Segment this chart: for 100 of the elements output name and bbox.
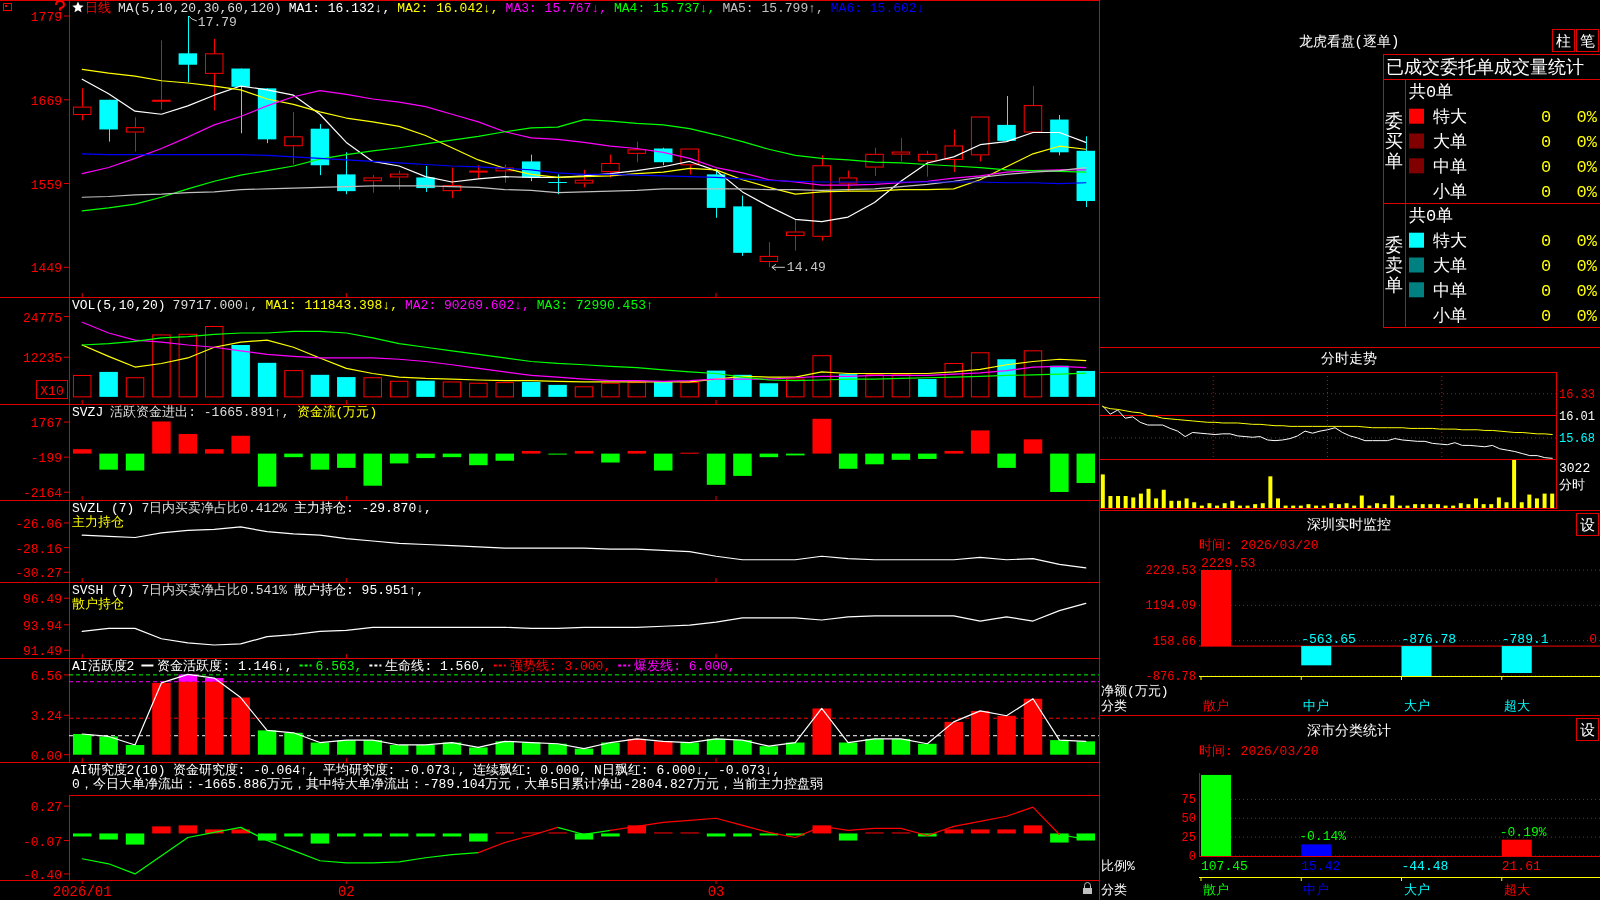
bar bbox=[1076, 741, 1096, 755]
bar bbox=[1161, 489, 1166, 508]
bar bbox=[653, 741, 673, 755]
candlestick bbox=[178, 15, 198, 83]
bar bbox=[1260, 503, 1265, 508]
text: 分时 bbox=[1559, 478, 1585, 493]
y-axis-title: 散户持仓 bbox=[72, 597, 124, 612]
bar bbox=[284, 370, 303, 398]
bar bbox=[416, 380, 435, 397]
text: MA2: 16.042↓, bbox=[397, 1, 499, 16]
legend-label: 委卖单 bbox=[1385, 235, 1403, 296]
data-label: 0% bbox=[1576, 133, 1598, 152]
chart-title: SVSH (7) bbox=[72, 583, 135, 598]
data-label: 0% bbox=[1576, 182, 1598, 202]
bar bbox=[310, 374, 330, 397]
candlestick bbox=[812, 154, 831, 242]
y-tick-label: 16.01 bbox=[1559, 409, 1596, 424]
bar bbox=[1184, 498, 1189, 508]
bar bbox=[495, 453, 515, 461]
category-label: 特大 bbox=[1433, 232, 1467, 252]
bar bbox=[469, 382, 488, 398]
text: 0 bbox=[1540, 257, 1552, 276]
x-tick-label: 02 bbox=[337, 884, 355, 900]
chart-title: 分时走势 bbox=[1321, 351, 1377, 367]
line-series bbox=[81, 339, 1087, 383]
line-series bbox=[1102, 406, 1553, 436]
bar bbox=[125, 833, 145, 845]
bar bbox=[1301, 844, 1332, 856]
x-tick-label: 超大 bbox=[1503, 883, 1530, 898]
candlestick bbox=[548, 173, 567, 195]
bar bbox=[865, 738, 884, 755]
bar bbox=[1169, 500, 1174, 508]
bar bbox=[125, 453, 145, 471]
unit-box: X10 bbox=[36, 380, 68, 399]
bar bbox=[1275, 498, 1280, 508]
y-tick-label: -30.27 bbox=[15, 566, 62, 582]
bar bbox=[178, 433, 198, 454]
bar bbox=[389, 380, 409, 398]
bar bbox=[1230, 500, 1235, 508]
text: MA3: 15.767↓, bbox=[505, 1, 608, 16]
data-label: 0% bbox=[1576, 257, 1598, 276]
bar bbox=[1481, 504, 1486, 508]
data-label: 0% bbox=[1576, 306, 1598, 326]
bar bbox=[1542, 493, 1547, 508]
text: -0.073↓, bbox=[718, 763, 781, 778]
bar bbox=[416, 833, 435, 837]
bar bbox=[1512, 460, 1517, 508]
legend-label: 爆发线: 6.000, bbox=[634, 659, 736, 674]
y-axis-title: 主力持仓 bbox=[72, 514, 124, 530]
bar bbox=[257, 453, 277, 487]
y-tick-label: 75 bbox=[1181, 793, 1196, 808]
y-tick-label: -876.78 bbox=[1145, 670, 1196, 684]
bar bbox=[495, 741, 515, 755]
bar bbox=[205, 326, 224, 398]
bar bbox=[1131, 497, 1136, 508]
ref-line-label: 6.563, bbox=[315, 659, 363, 674]
bar bbox=[997, 359, 1016, 397]
button: 设 bbox=[1576, 513, 1599, 536]
category-label: 特大 bbox=[1433, 108, 1467, 128]
bar bbox=[1550, 493, 1555, 508]
bar bbox=[337, 453, 356, 468]
text: 0，今日大单净流出：-1665.886万元，其中特大单净流出：-789.104万元，大单5日累计净出-2804.827万元，当前主力控盘弱 bbox=[72, 776, 824, 792]
text: 共0单 bbox=[1409, 207, 1454, 227]
bar bbox=[548, 743, 567, 755]
text: 0 bbox=[1540, 232, 1552, 252]
y-tick-label: 93.94 bbox=[22, 618, 63, 634]
bar bbox=[759, 746, 779, 755]
bar bbox=[1207, 503, 1212, 508]
chart-subtitle: 时间: 2026/03/20 bbox=[1199, 744, 1319, 759]
bar bbox=[944, 829, 963, 834]
candlestick bbox=[205, 38, 224, 111]
y-tick-label: 1194.09 bbox=[1145, 599, 1196, 614]
chart-title: VOL(5,10,20) bbox=[72, 298, 166, 313]
bar bbox=[310, 453, 330, 470]
bar bbox=[99, 453, 118, 470]
y-tick-label: 0.27 bbox=[30, 800, 62, 816]
bar bbox=[389, 744, 409, 755]
y-tick-label: 96.49 bbox=[22, 592, 62, 608]
bar bbox=[1306, 504, 1311, 508]
bar bbox=[733, 740, 752, 755]
line-series bbox=[1102, 405, 1553, 459]
chart-title: AI活跃度2 bbox=[72, 658, 135, 674]
x-tick-label: 散户 bbox=[1203, 699, 1229, 714]
bar bbox=[389, 833, 409, 837]
y-tick-label: 6.56 bbox=[30, 668, 62, 684]
data-label: 0% bbox=[1576, 157, 1598, 177]
x-tick-label: 散户 bbox=[1203, 883, 1229, 898]
bar bbox=[627, 450, 647, 454]
bar bbox=[284, 732, 303, 755]
candlestick bbox=[865, 147, 884, 177]
y-tick-label: 1767 bbox=[30, 416, 62, 432]
bar bbox=[970, 430, 990, 454]
line-series bbox=[81, 90, 1087, 186]
bar bbox=[838, 742, 858, 755]
category-label: 小单 bbox=[1433, 181, 1467, 202]
y-tick-label: -28.16 bbox=[15, 541, 62, 557]
bar bbox=[178, 333, 198, 398]
bar bbox=[284, 833, 303, 837]
bar bbox=[310, 833, 330, 844]
bar bbox=[653, 453, 673, 471]
